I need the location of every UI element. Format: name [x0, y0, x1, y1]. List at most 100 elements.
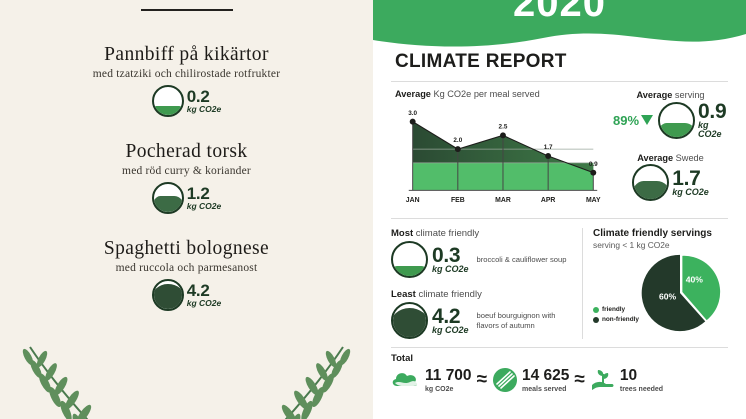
approx-symbol: ≈	[476, 369, 487, 390]
co2-value: 4.2	[432, 305, 461, 328]
divider	[391, 218, 728, 219]
reduction-badge: 89%	[613, 113, 654, 128]
dish-description: boeuf bourguignon with flavors of autumn	[476, 311, 556, 330]
hero-green-wave	[373, 0, 746, 47]
chart-point-label: 2.5	[499, 123, 508, 130]
dish-description: med röd curry & koriander	[122, 165, 251, 177]
chart-point	[454, 146, 461, 153]
pie-slice-label-non-friendly: 60%	[659, 292, 677, 302]
divider	[391, 81, 728, 82]
gauge-readout: 4.2 kg CO2e	[187, 282, 222, 308]
totals-row: 11 700 kg CO2e ≈ 14	[391, 367, 728, 393]
least-climate-friendly: Least climate friendly 4.2 kg CO2e boeuf…	[391, 289, 574, 339]
pie-chart-svg: 40% 60%	[641, 254, 721, 332]
chart-xtick-label: FEB	[451, 197, 465, 204]
climate-friendly-servings-card: Climate friendly servings serving < 1 kg…	[583, 228, 728, 339]
co2-value: 0.2	[186, 87, 210, 107]
pie-chart-area: friendly non-friendly 40% 60%	[593, 252, 728, 334]
gauge-readout: 0.2 kg CO2e	[187, 88, 222, 114]
co2-gauge: 1.2 kg CO2e	[0, 182, 373, 214]
summary-stats-column: Average serving 89% 0.9 kg CO2e	[609, 89, 728, 212]
pie-chart-subtitle: serving < 1 kg CO2e	[593, 240, 670, 250]
total-unit: kg CO2e	[425, 386, 454, 393]
gauge-circle-icon	[391, 302, 428, 339]
chart-point	[590, 169, 597, 176]
gauge-readout: 0.9 kg CO2e	[698, 101, 728, 139]
stat-label-rest: climate friendly	[413, 228, 480, 239]
totals-label: Total	[391, 353, 413, 364]
co2-gauge: 4.2 kg CO2e	[0, 279, 373, 311]
dish-description: med ruccola och parmesanost	[115, 262, 258, 274]
co2-value: 1.2	[186, 184, 210, 204]
co2-unit: kg CO2e	[698, 120, 722, 139]
chart-point-label: 3.0	[408, 110, 417, 117]
co2-unit: kg CO2e	[186, 298, 222, 309]
dish-name: Pocherad torsk	[125, 141, 248, 162]
stat-row: 0.3 kg CO2e broccoli & cauliflower soup	[391, 241, 574, 278]
legend-item-friendly: friendly	[593, 306, 639, 313]
stat-label-bold: Least	[391, 289, 416, 300]
gauge-readout: 1.7 kg CO2e	[672, 168, 709, 197]
climate-report-panel: 2020 CLIMATE REPORT Average Kg CO2e per …	[373, 0, 746, 419]
plate-cutlery-icon	[493, 368, 517, 392]
divider	[391, 347, 728, 348]
chart-xtick-label: MAY	[586, 197, 601, 204]
chart-heading-rest: Kg CO2e per meal served	[430, 89, 540, 99]
menu-panel: Pannbiff på kikärtor med tzatziki och ch…	[0, 0, 373, 419]
gauge-fill	[393, 266, 426, 276]
total-unit: meals served	[522, 386, 567, 393]
chart-xtick-label: JAN	[406, 197, 420, 204]
co2-gauge: 0.2 kg CO2e	[0, 85, 373, 117]
pie-slice-non-friendly	[641, 254, 706, 332]
gauge-fill	[393, 307, 426, 337]
co2-unit: kg CO2e	[672, 187, 709, 197]
gauge-circle-icon	[151, 85, 184, 117]
dish-list: Pannbiff på kikärtor med tzatziki och ch…	[0, 11, 373, 311]
pie-slice-friendly	[682, 255, 721, 321]
chart-xtick-label: APR	[541, 197, 556, 204]
total-trees: 10 trees needed	[590, 367, 663, 393]
total-readout: 14 625 meals served	[522, 367, 569, 393]
legend-item-non-friendly: non-friendly	[593, 316, 639, 323]
leaf-branch-right-icon	[281, 346, 351, 419]
gauge-fill	[153, 195, 182, 212]
gauge-circle-icon	[632, 164, 670, 201]
totals-section: Total 11 700 kg CO2e ≈	[373, 348, 746, 393]
dish-description: broccoli & cauliflower soup	[476, 254, 567, 264]
sprout-hand-icon	[591, 370, 614, 390]
chart-heading-bold: Average	[395, 89, 431, 99]
menu-top-divider	[140, 9, 233, 11]
gauge-fill	[634, 180, 668, 199]
total-co2: 11 700 kg CO2e	[391, 367, 472, 393]
legend-swatch-icon	[593, 306, 599, 313]
gauge-circle-icon	[658, 101, 696, 139]
gauge-readout: 0.3 kg CO2e	[432, 245, 469, 274]
leaf-branch-left-icon	[22, 346, 92, 419]
dish-name: Spaghetti bolognese	[103, 238, 270, 259]
co2-value: 1.7	[672, 167, 701, 190]
dish-name: Pannbiff på kikärtor	[104, 44, 269, 65]
stat-label-bold: Most	[391, 228, 414, 239]
report-body: CLIMATE REPORT Average Kg CO2e per meal …	[373, 46, 746, 393]
co2-unit: kg CO2e	[432, 325, 469, 335]
stat-label: Most climate friendly	[391, 228, 574, 239]
co2-area-chart: 3.0 2.0 2.5 1.7 0.9 JAN FEB MAR APR MAY	[395, 103, 609, 212]
gauge-fill	[660, 123, 694, 137]
legend-label: friendly	[602, 306, 626, 313]
chart-point	[545, 153, 552, 159]
chart-point-label: 1.7	[544, 144, 553, 151]
total-readout: 11 700 kg CO2e	[425, 367, 472, 393]
stat-label-bold: Average	[637, 153, 674, 163]
chart-column: Average Kg CO2e per meal served	[391, 89, 609, 212]
gauge-circle-icon	[151, 182, 184, 214]
list-item: Spaghetti bolognese med ruccola och parm…	[0, 237, 373, 311]
stat-label-rest: climate friendly	[415, 289, 482, 300]
list-item: Pannbiff på kikärtor med tzatziki och ch…	[0, 43, 373, 117]
total-unit: trees needed	[619, 386, 664, 393]
page-title: CLIMATE REPORT	[395, 51, 567, 72]
average-serving-stat: Average serving 89% 0.9 kg CO2e	[613, 90, 728, 139]
gauge-fill	[153, 106, 182, 115]
total-meals: 14 625 meals served	[492, 367, 569, 393]
chart-point	[409, 118, 416, 125]
pie-slice-label-friendly: 40%	[686, 275, 704, 285]
